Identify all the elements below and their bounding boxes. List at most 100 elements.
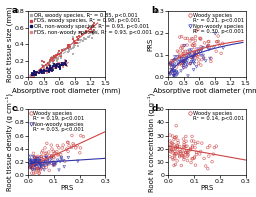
Point	[58, 66, 62, 69]
Point	[188, 62, 193, 65]
Point	[49, 57, 53, 60]
Point	[207, 44, 211, 47]
Point	[185, 152, 189, 155]
Point	[42, 71, 46, 74]
Point	[34, 156, 38, 160]
Point	[51, 164, 55, 167]
Point	[59, 157, 63, 161]
Point	[184, 65, 188, 69]
Point	[172, 164, 176, 167]
Point	[175, 159, 179, 163]
Point	[33, 155, 37, 158]
Point	[38, 162, 42, 165]
Point	[65, 147, 69, 151]
Point	[216, 40, 220, 43]
Point	[188, 148, 192, 151]
Point	[183, 60, 187, 63]
Point	[46, 162, 50, 165]
Point	[28, 161, 33, 164]
Point	[41, 166, 45, 169]
Point	[48, 69, 52, 72]
Point	[76, 44, 80, 47]
Point	[182, 62, 186, 65]
Point	[62, 61, 67, 64]
Point	[193, 53, 197, 56]
Point	[30, 73, 34, 76]
Point	[49, 157, 53, 160]
Point	[201, 56, 206, 59]
Point	[81, 135, 86, 138]
Point	[38, 159, 42, 162]
Point	[30, 163, 34, 166]
Point	[33, 159, 37, 162]
Point	[59, 156, 63, 159]
Point	[173, 154, 177, 157]
Point	[76, 160, 80, 163]
Point	[180, 49, 185, 53]
Point	[29, 159, 33, 162]
Point	[193, 51, 197, 54]
Point	[58, 61, 62, 64]
Point	[183, 44, 187, 47]
Point	[46, 61, 50, 64]
Point	[40, 157, 44, 160]
Point	[190, 60, 194, 63]
Point	[202, 57, 206, 60]
Text: d: d	[151, 104, 158, 113]
Point	[173, 146, 177, 149]
Point	[66, 45, 70, 48]
Point	[182, 61, 186, 64]
Point	[33, 74, 37, 77]
Point	[32, 72, 36, 75]
Point	[173, 58, 177, 61]
Point	[68, 46, 72, 49]
Point	[59, 64, 63, 67]
Point	[209, 46, 214, 49]
Point	[44, 68, 48, 71]
Point	[182, 143, 186, 146]
Point	[168, 63, 172, 66]
Point	[31, 162, 35, 165]
Point	[77, 34, 81, 38]
Point	[169, 61, 173, 65]
Point	[186, 153, 190, 156]
Point	[53, 161, 57, 164]
Point	[181, 138, 185, 141]
Point	[52, 66, 56, 69]
Point	[58, 64, 62, 67]
Point	[208, 144, 212, 147]
Point	[55, 144, 59, 147]
Point	[31, 161, 35, 164]
Point	[206, 44, 210, 47]
Point	[193, 39, 197, 42]
Point	[178, 35, 182, 39]
Point	[214, 145, 218, 148]
Point	[32, 74, 36, 78]
Point	[41, 68, 46, 71]
Point	[33, 171, 37, 174]
Point	[52, 152, 56, 155]
Point	[41, 70, 45, 73]
Point	[39, 167, 43, 170]
Point	[182, 158, 186, 161]
Point	[39, 68, 44, 72]
Point	[92, 21, 97, 24]
Point	[36, 169, 40, 172]
Point	[44, 70, 48, 73]
Point	[90, 37, 94, 40]
Point	[197, 58, 201, 61]
Point	[193, 43, 197, 46]
Point	[194, 56, 198, 59]
Point	[216, 34, 220, 38]
Point	[182, 141, 186, 144]
Point	[37, 167, 41, 170]
Point	[89, 28, 93, 31]
Point	[175, 74, 179, 77]
Point	[190, 157, 194, 160]
Point	[185, 64, 189, 67]
X-axis label: Absorptive root diameter (mm): Absorptive root diameter (mm)	[13, 87, 121, 94]
Point	[205, 46, 209, 49]
Point	[32, 164, 36, 168]
Point	[181, 154, 185, 157]
Point	[41, 162, 46, 165]
